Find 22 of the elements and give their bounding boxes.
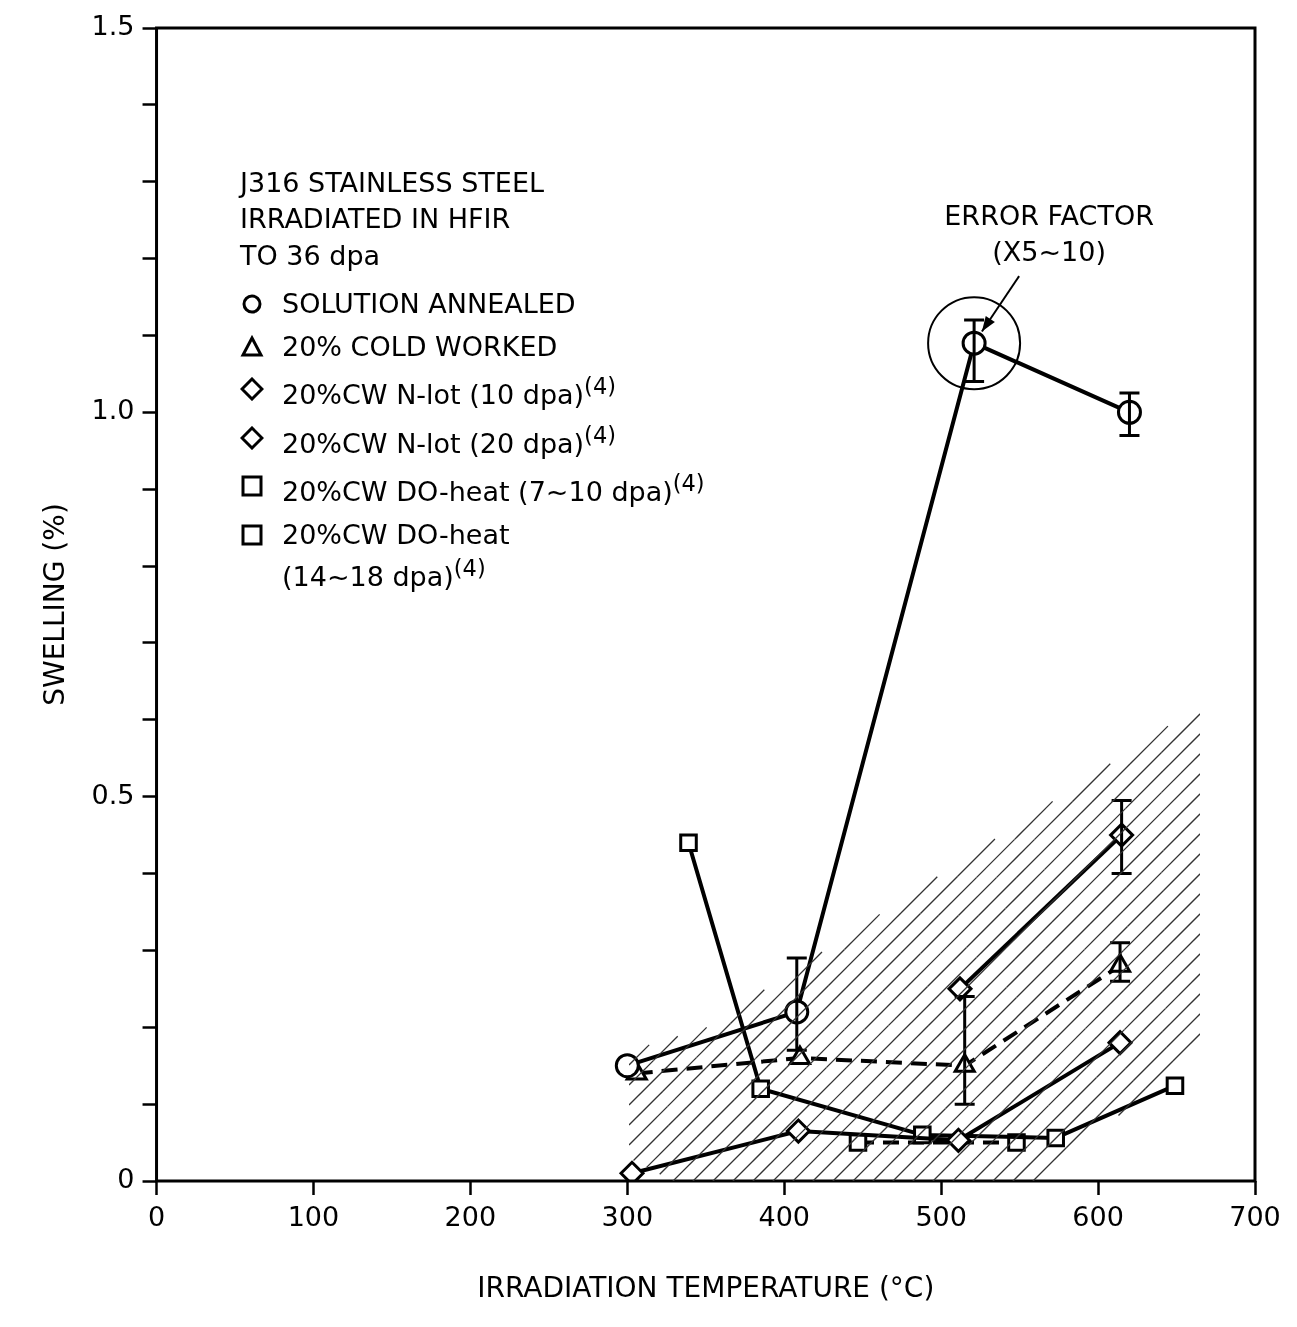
x-tick-label: 0 xyxy=(147,1201,166,1233)
legend-label: 20%CW DO-heat (7~10 dpa)$^{(4)}$ xyxy=(282,469,705,510)
annotation: ERROR FACTOR (X5~10) xyxy=(944,200,1154,268)
y-axis-title: SWELLING (%) xyxy=(38,503,72,706)
y-tick-label: 0.5 xyxy=(91,778,135,810)
legend-label: 20%CW N-lot (10 dpa)$^{(4)}$ xyxy=(282,372,616,413)
legend-label: 20% COLD WORKED xyxy=(282,329,558,364)
legend-title: J316 STAINLESS STEEL IRRADIATED IN HFIR TO 36 dpa xyxy=(240,166,545,273)
x-tick-label: 700 xyxy=(1229,1201,1281,1233)
legend-label: 20%CW N-lot (20 dpa)$^{(4)}$ xyxy=(282,420,616,461)
x-tick-label: 400 xyxy=(758,1201,810,1233)
x-tick-label: 100 xyxy=(287,1201,340,1233)
y-tick-label: 1.0 xyxy=(91,394,135,426)
x-tick-label: 300 xyxy=(601,1201,654,1233)
legend-label: 20%CW DO-heat (14~18 dpa)$^{(4)}$ xyxy=(282,517,510,594)
y-tick-label: 0 xyxy=(117,1163,135,1195)
y-tick-label: 1.5 xyxy=(91,10,135,42)
x-tick-label: 600 xyxy=(1072,1201,1124,1233)
x-tick-label: 500 xyxy=(915,1201,967,1233)
x-axis-title: IRRADIATION TEMPERATURE (°C) xyxy=(477,1271,935,1305)
x-tick-label: 200 xyxy=(444,1201,497,1233)
legend-label: SOLUTION ANNEALED xyxy=(282,287,576,322)
